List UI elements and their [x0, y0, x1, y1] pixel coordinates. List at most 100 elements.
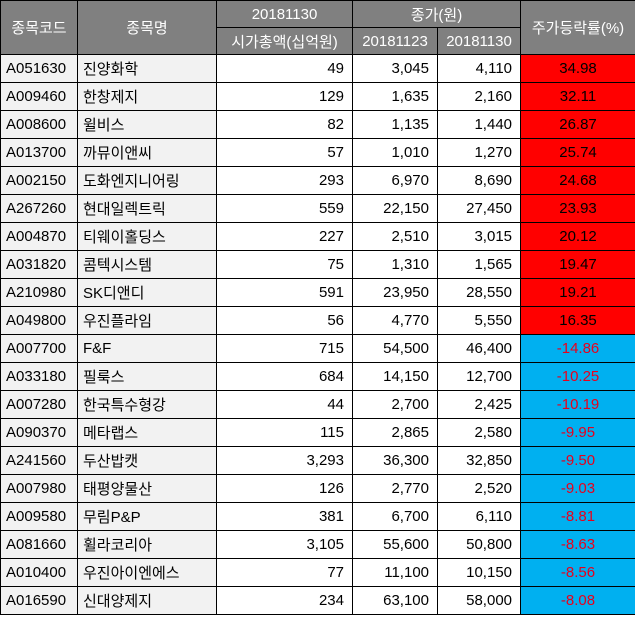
cell-close-20181123[interactable]: 1,135 — [352, 110, 438, 139]
cell-close-20181130[interactable]: 8,690 — [436, 166, 522, 195]
cell-stock-name[interactable]: 우진플라임 — [77, 306, 217, 335]
cell-market-cap[interactable]: 126 — [216, 474, 353, 503]
cell-market-cap[interactable]: 56 — [216, 306, 353, 335]
cell-stock-code[interactable]: A007700 — [0, 334, 78, 363]
cell-stock-name[interactable]: 도화엔지니어링 — [77, 166, 217, 195]
cell-stock-code[interactable]: A007280 — [0, 390, 78, 419]
cell-close-20181130[interactable]: 12,700 — [436, 362, 522, 391]
cell-close-20181123[interactable]: 6,700 — [352, 502, 438, 531]
cell-change-rate[interactable]: -8.63 — [520, 530, 635, 559]
cell-change-rate[interactable]: -14.86 — [520, 334, 635, 363]
cell-close-20181130[interactable]: 6,110 — [436, 502, 522, 531]
cell-stock-name[interactable]: 까뮤이앤씨 — [77, 138, 217, 167]
cell-close-20181123[interactable]: 14,150 — [352, 362, 438, 391]
cell-close-20181123[interactable]: 54,500 — [352, 334, 438, 363]
header-stock-name[interactable]: 종목명 — [77, 0, 217, 55]
cell-change-rate[interactable]: -9.95 — [520, 418, 635, 447]
cell-stock-name[interactable]: 두산밥캣 — [77, 446, 217, 475]
cell-stock-name[interactable]: 우진아이엔에스 — [77, 558, 217, 587]
cell-market-cap[interactable]: 234 — [216, 586, 353, 615]
cell-market-cap[interactable]: 3,105 — [216, 530, 353, 559]
cell-stock-name[interactable]: 콤텍시스템 — [77, 250, 217, 279]
cell-change-rate[interactable]: 19.47 — [520, 250, 635, 279]
cell-close-20181130[interactable]: 3,015 — [436, 222, 522, 251]
cell-stock-code[interactable]: A031820 — [0, 250, 78, 279]
cell-market-cap[interactable]: 591 — [216, 278, 353, 307]
cell-stock-name[interactable]: F&F — [77, 334, 217, 363]
cell-stock-code[interactable]: A049800 — [0, 306, 78, 335]
cell-market-cap[interactable]: 57 — [216, 138, 353, 167]
cell-change-rate[interactable]: -10.25 — [520, 362, 635, 391]
cell-close-20181123[interactable]: 22,150 — [352, 194, 438, 223]
cell-stock-name[interactable]: 신대양제지 — [77, 586, 217, 615]
cell-stock-name[interactable]: SK디앤디 — [77, 278, 217, 307]
cell-close-20181130[interactable]: 28,550 — [436, 278, 522, 307]
cell-close-20181130[interactable]: 5,550 — [436, 306, 522, 335]
cell-close-20181130[interactable]: 2,520 — [436, 474, 522, 503]
cell-stock-code[interactable]: A267260 — [0, 194, 78, 223]
cell-close-20181123[interactable]: 3,045 — [352, 54, 438, 83]
cell-close-20181130[interactable]: 2,425 — [436, 390, 522, 419]
cell-close-20181130[interactable]: 27,450 — [436, 194, 522, 223]
cell-change-rate[interactable]: 23.93 — [520, 194, 635, 223]
cell-close-20181130[interactable]: 10,150 — [436, 558, 522, 587]
cell-change-rate[interactable]: 19.21 — [520, 278, 635, 307]
cell-change-rate[interactable]: -8.81 — [520, 502, 635, 531]
cell-market-cap[interactable]: 49 — [216, 54, 353, 83]
cell-stock-code[interactable]: A004870 — [0, 222, 78, 251]
cell-stock-name[interactable]: 현대일렉트릭 — [77, 194, 217, 223]
cell-change-rate[interactable]: 32.11 — [520, 82, 635, 111]
cell-close-20181123[interactable]: 4,770 — [352, 306, 438, 335]
cell-stock-name[interactable]: 무림P&P — [77, 502, 217, 531]
cell-stock-name[interactable]: 진양화학 — [77, 54, 217, 83]
cell-stock-name[interactable]: 한국특수형강 — [77, 390, 217, 419]
cell-close-20181130[interactable]: 2,160 — [436, 82, 522, 111]
cell-market-cap[interactable]: 77 — [216, 558, 353, 587]
cell-stock-name[interactable]: 티웨이홀딩스 — [77, 222, 217, 251]
cell-market-cap[interactable]: 684 — [216, 362, 353, 391]
header-change-rate[interactable]: 주가등락률(%) — [520, 0, 635, 55]
cell-market-cap[interactable]: 715 — [216, 334, 353, 363]
cell-close-20181130[interactable]: 1,565 — [436, 250, 522, 279]
cell-market-cap[interactable]: 3,293 — [216, 446, 353, 475]
cell-stock-code[interactable]: A051630 — [0, 54, 78, 83]
header-stock-code[interactable]: 종목코드 — [0, 0, 78, 55]
cell-close-20181123[interactable]: 2,510 — [352, 222, 438, 251]
cell-stock-code[interactable]: A009460 — [0, 82, 78, 111]
cell-stock-code[interactable]: A009580 — [0, 502, 78, 531]
cell-stock-code[interactable]: A241560 — [0, 446, 78, 475]
cell-stock-name[interactable]: 태평양물산 — [77, 474, 217, 503]
cell-close-20181123[interactable]: 23,950 — [352, 278, 438, 307]
cell-close-20181130[interactable]: 46,400 — [436, 334, 522, 363]
header-close-price-group[interactable]: 종가(원) — [351, 0, 522, 28]
cell-stock-code[interactable]: A033180 — [0, 362, 78, 391]
cell-close-20181130[interactable]: 2,580 — [436, 418, 522, 447]
cell-market-cap[interactable]: 381 — [216, 502, 353, 531]
cell-stock-code[interactable]: A007980 — [0, 474, 78, 503]
cell-change-rate[interactable]: -9.50 — [520, 446, 635, 475]
cell-close-20181123[interactable]: 11,100 — [352, 558, 438, 587]
cell-close-20181130[interactable]: 1,440 — [436, 110, 522, 139]
cell-change-rate[interactable]: 24.68 — [520, 166, 635, 195]
cell-stock-code[interactable]: A013700 — [0, 138, 78, 167]
cell-close-20181123[interactable]: 2,865 — [352, 418, 438, 447]
cell-stock-code[interactable]: A010400 — [0, 558, 78, 587]
cell-market-cap[interactable]: 75 — [216, 250, 353, 279]
cell-close-20181130[interactable]: 1,270 — [436, 138, 522, 167]
header-asof-date[interactable]: 20181130 — [216, 0, 353, 28]
cell-close-20181123[interactable]: 6,970 — [352, 166, 438, 195]
cell-close-20181123[interactable]: 1,310 — [352, 250, 438, 279]
cell-change-rate[interactable]: 34.98 — [520, 54, 635, 83]
cell-close-20181123[interactable]: 2,770 — [352, 474, 438, 503]
cell-close-20181130[interactable]: 32,850 — [436, 446, 522, 475]
cell-close-20181123[interactable]: 1,010 — [352, 138, 438, 167]
cell-stock-name[interactable]: 휠라코리아 — [77, 530, 217, 559]
cell-stock-code[interactable]: A210980 — [0, 278, 78, 307]
cell-market-cap[interactable]: 559 — [216, 194, 353, 223]
cell-market-cap[interactable]: 227 — [216, 222, 353, 251]
cell-close-20181130[interactable]: 4,110 — [436, 54, 522, 83]
cell-close-20181123[interactable]: 63,100 — [352, 586, 438, 615]
cell-stock-code[interactable]: A081660 — [0, 530, 78, 559]
header-close-date-20181123[interactable]: 20181123 — [352, 27, 438, 55]
cell-stock-code[interactable]: A016590 — [0, 586, 78, 615]
